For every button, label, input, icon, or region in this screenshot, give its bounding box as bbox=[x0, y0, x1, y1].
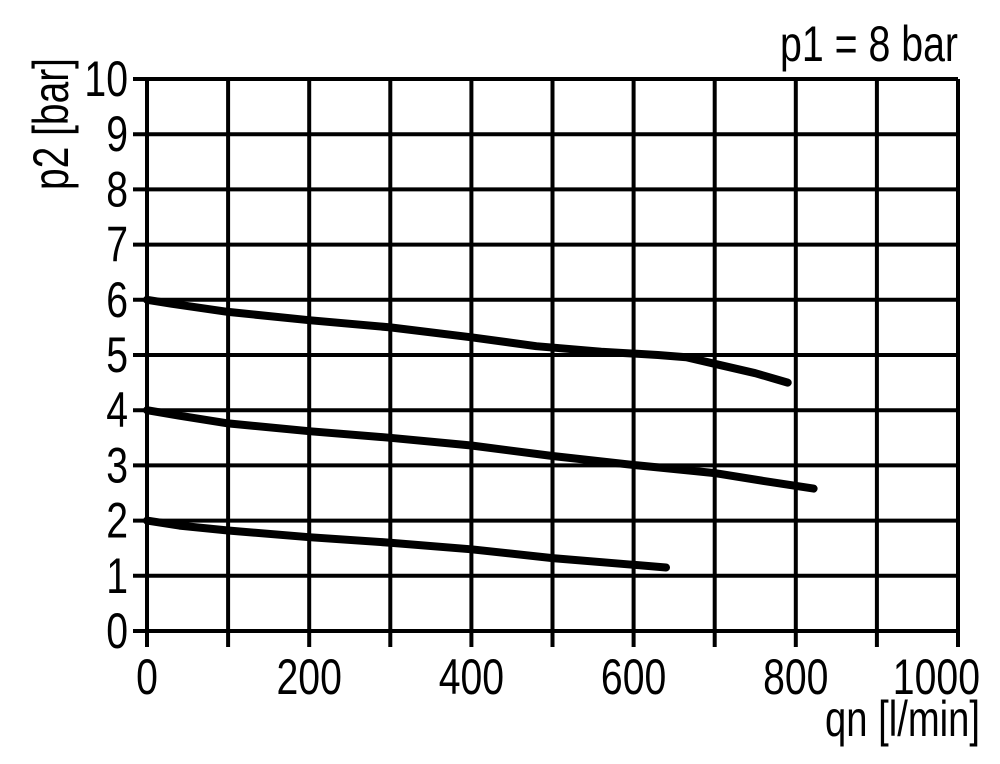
y-tick-label: 1 bbox=[106, 548, 128, 604]
y-tick-label: 3 bbox=[106, 437, 128, 493]
x-axis-label: qn [l/min] bbox=[825, 691, 980, 747]
y-tick-label: 9 bbox=[106, 106, 128, 162]
x-tick-label: 0 bbox=[136, 649, 158, 705]
curve-upper-curve-6-bar bbox=[143, 295, 792, 387]
y-axis-label: p2 [bar] bbox=[23, 58, 79, 190]
y-tick-label: 6 bbox=[106, 272, 128, 328]
y-tick-label: 0 bbox=[106, 603, 128, 659]
y-tick-label: 8 bbox=[106, 161, 128, 217]
chart-title: p1 = 8 bar bbox=[780, 16, 958, 72]
x-tick-label: 200 bbox=[277, 649, 342, 705]
grid-layer bbox=[133, 77, 960, 647]
y-tick-label: 2 bbox=[106, 493, 128, 549]
x-tick-label: 600 bbox=[601, 649, 666, 705]
curve-lower-curve-2-bar bbox=[143, 516, 670, 572]
x-tick-label: 800 bbox=[763, 649, 828, 705]
y-tick-label: 7 bbox=[106, 217, 128, 273]
y-tick-label: 10 bbox=[84, 51, 128, 107]
y-tick-label: 5 bbox=[106, 327, 128, 383]
curve-middle-curve-4-bar bbox=[143, 406, 818, 493]
x-tick-label: 400 bbox=[439, 649, 504, 705]
x-tick-label: 1000 bbox=[893, 649, 980, 705]
y-tick-label: 4 bbox=[106, 382, 128, 438]
curves-layer bbox=[143, 295, 818, 572]
